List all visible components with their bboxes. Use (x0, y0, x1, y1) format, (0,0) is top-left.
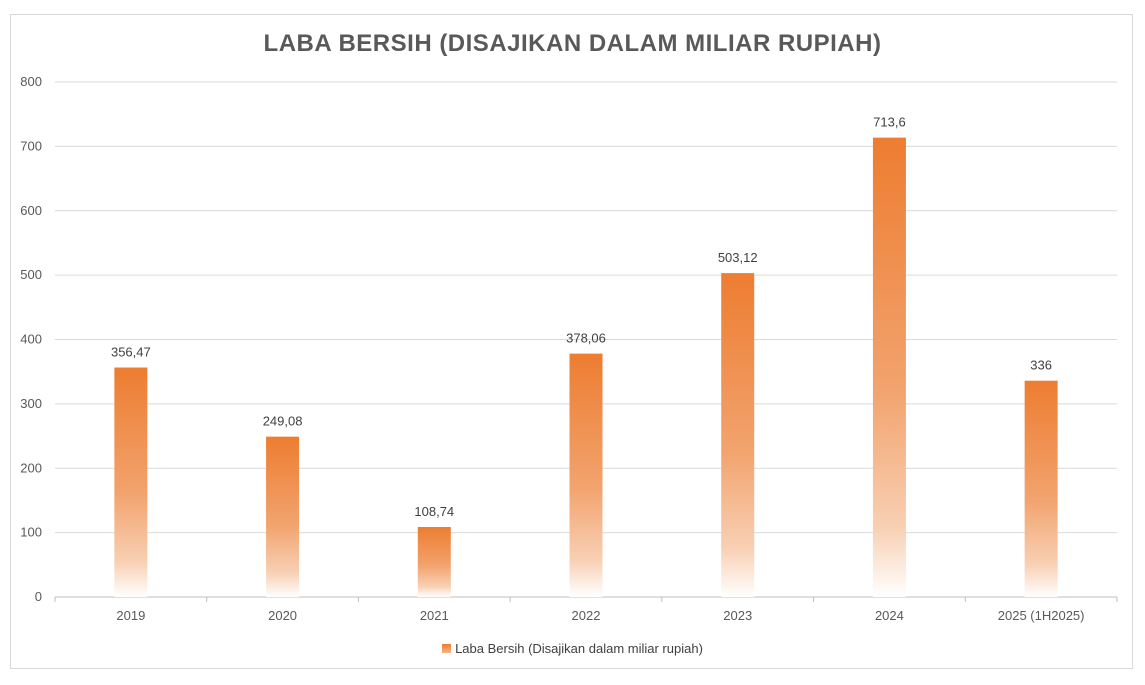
y-axis-ticks: 0 100 200 300 400 500 600 700 800 (20, 74, 42, 604)
bars (114, 137, 1058, 597)
y-tick-label: 800 (20, 74, 42, 89)
y-tick-label: 600 (20, 203, 42, 218)
x-axis-ticks: 2019 2020 2021 2022 2023 2024 2025 (1H2025) (54, 597, 1118, 623)
x-tick-label: 2022 (572, 608, 601, 623)
legend-swatch (442, 644, 452, 654)
legend-label: Laba Bersih (Disajikan dalam miliar rupi… (455, 641, 703, 657)
data-label: 249,08 (263, 414, 303, 429)
legend: Laba Bersih (Disajikan dalam miliar rupi… (0, 640, 1145, 656)
x-tick-label: 2019 (116, 608, 145, 623)
data-label: 503,12 (718, 250, 758, 265)
chart-title: LABA BERSIH (DISAJIKAN DALAM MILIAR RUPI… (263, 30, 882, 57)
bar (872, 137, 906, 597)
y-tick-label: 700 (20, 138, 42, 153)
x-tick-label: 2023 (723, 608, 752, 623)
data-labels: 356,47 249,08 108,74 378,06 503,12 713,6 336 (111, 115, 1052, 519)
data-label: 356,47 (111, 345, 151, 360)
bar (266, 436, 300, 597)
bar (417, 526, 451, 597)
x-tick-label: 2024 (875, 608, 904, 623)
data-label: 713,6 (873, 115, 906, 130)
x-tick-label: 2020 (268, 608, 297, 623)
bar (569, 353, 603, 597)
bar (114, 367, 148, 597)
y-tick-label: 100 (20, 525, 42, 540)
y-tick-label: 400 (20, 332, 42, 347)
y-tick-label: 300 (20, 396, 42, 411)
data-label: 336 (1030, 358, 1052, 373)
bar (1024, 380, 1058, 597)
y-tick-label: 500 (20, 267, 42, 282)
bar (721, 273, 755, 597)
y-tick-label: 0 (35, 589, 42, 604)
x-tick-label: 2025 (1H2025) (998, 608, 1085, 623)
y-tick-label: 200 (20, 460, 42, 475)
data-label: 378,06 (566, 331, 606, 346)
x-tick-label: 2021 (420, 608, 449, 623)
data-label: 108,74 (414, 504, 454, 519)
